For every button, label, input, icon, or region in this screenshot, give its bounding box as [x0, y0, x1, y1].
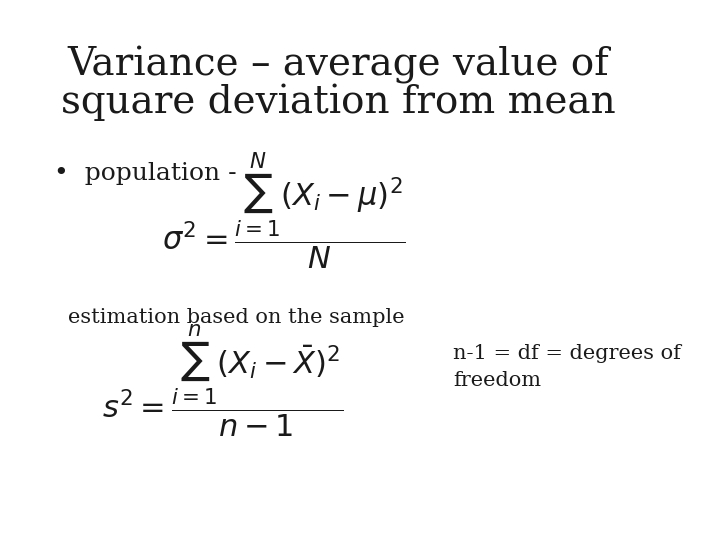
- Text: $s^2 = \dfrac{\sum_{i=1}^{n}(X_i - \bar{X})^2}{n-1}$: $s^2 = \dfrac{\sum_{i=1}^{n}(X_i - \bar{…: [102, 322, 344, 439]
- Text: $\sigma^2 = \dfrac{\sum_{i=1}^{N}(X_i - \mu)^2}{N}$: $\sigma^2 = \dfrac{\sum_{i=1}^{N}(X_i - …: [162, 150, 406, 271]
- Text: •  population -: • population -: [54, 162, 237, 185]
- Text: n-1 = df = degrees of
freedom: n-1 = df = degrees of freedom: [453, 345, 681, 390]
- Text: square deviation from mean: square deviation from mean: [60, 84, 616, 121]
- Text: estimation based on the sample: estimation based on the sample: [68, 308, 404, 327]
- Text: Variance – average value of: Variance – average value of: [68, 46, 609, 84]
